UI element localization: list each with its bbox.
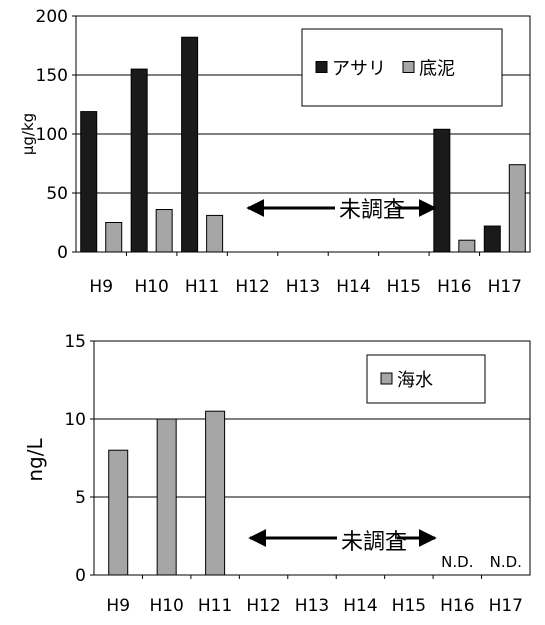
legend-label: 底泥 — [419, 59, 455, 80]
x-tick-label: H13 — [286, 277, 320, 297]
bar-底泥 — [206, 214, 224, 253]
bar-海水 — [156, 418, 177, 576]
y-tick-label: 150 — [36, 66, 68, 86]
value-label: N.D. — [441, 553, 473, 571]
x-tick-label: H15 — [392, 596, 426, 616]
x-tick-label: H12 — [246, 596, 280, 616]
x-tick-label: H9 — [106, 596, 130, 616]
y-tick-label: 15 — [64, 332, 86, 352]
bar-アサリ — [130, 68, 148, 253]
chart-1: 0 50 100 150 200 H9 H10 H11 H12 H13 H14 H15 H16 H17 μg… — [19, 7, 531, 297]
bar-海水 — [205, 410, 226, 576]
y-axis-label: ng/L — [23, 438, 47, 482]
x-tick-label: H17 — [488, 277, 522, 297]
plot-area — [93, 340, 531, 576]
annotation-text: 未調査 — [341, 530, 407, 555]
y-tick-label: 0 — [75, 566, 86, 586]
y-tick-label: 50 — [46, 184, 68, 204]
y-tick-label: 5 — [75, 488, 86, 508]
x-tick-label: H9 — [89, 277, 113, 297]
y-tick-label: 100 — [36, 125, 68, 145]
bar-アサリ — [433, 128, 451, 253]
annotation-text: 未調査 — [339, 198, 405, 223]
x-tick-label: H10 — [134, 277, 168, 297]
bar-底泥 — [155, 209, 173, 253]
legend-box — [301, 28, 503, 107]
legend-swatch — [315, 61, 328, 73]
y-tick-label: 0 — [57, 243, 68, 263]
bar-アサリ — [181, 36, 199, 253]
x-tick-label: H12 — [235, 277, 269, 297]
bar-底泥 — [458, 239, 476, 253]
y-tick-label: 200 — [36, 7, 68, 27]
bar-底泥 — [508, 164, 526, 253]
x-tick-label: H13 — [295, 596, 329, 616]
legend: 海水 — [366, 354, 486, 404]
x-tick-label: H15 — [387, 277, 421, 297]
x-tick-label: H17 — [489, 596, 523, 616]
legend-label: アサリ — [332, 59, 386, 80]
x-tick-label: H16 — [437, 277, 471, 297]
x-tick-label: H11 — [198, 596, 232, 616]
x-tick-label: H16 — [440, 596, 474, 616]
x-tick-label: H11 — [185, 277, 219, 297]
legend-label: 海水 — [397, 370, 433, 391]
x-tick-label: H14 — [343, 596, 377, 616]
y-tick-label: 10 — [64, 410, 86, 430]
value-label: N.D. — [490, 553, 522, 571]
bar-海水 — [108, 449, 129, 576]
bar-アサリ — [80, 111, 98, 253]
chart-2: 0 5 10 15 H9 H10 H11 H12 H13 H14 H15 H16 H17 ng/L 海水未調… — [23, 332, 531, 616]
bar-アサリ — [483, 225, 501, 253]
legend: アサリ 底泥 — [301, 28, 503, 107]
legend-swatch — [380, 372, 393, 385]
legend-swatch — [402, 61, 415, 73]
y-axis-label: μg/kg — [19, 113, 37, 155]
x-tick-label: H10 — [149, 596, 183, 616]
x-tick-label: H14 — [336, 277, 370, 297]
plot-area — [75, 15, 531, 253]
bar-底泥 — [105, 222, 123, 253]
